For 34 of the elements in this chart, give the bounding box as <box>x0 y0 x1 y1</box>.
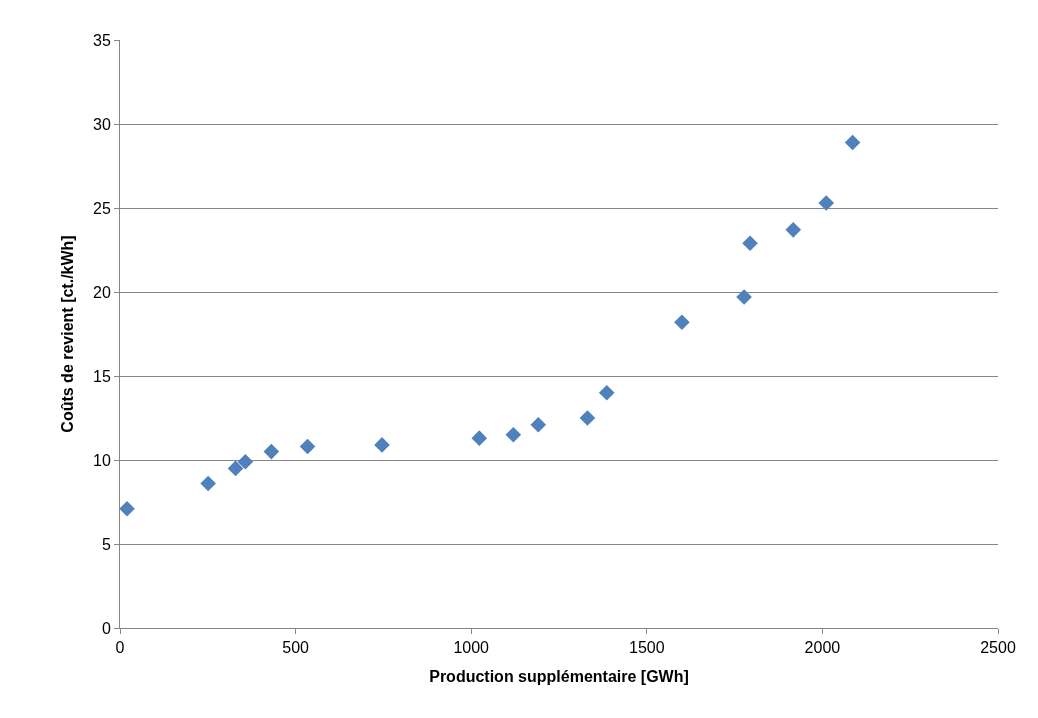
point <box>598 385 615 401</box>
x-axis-title: Production supplémentaire [GWh] <box>429 667 689 685</box>
point <box>742 235 758 252</box>
y-tick-label: 10 <box>93 451 111 469</box>
point <box>530 416 547 433</box>
point <box>505 427 522 443</box>
x-tick-label: 2000 <box>804 639 841 657</box>
point <box>818 195 835 211</box>
point <box>227 460 244 477</box>
y-tick-label: 20 <box>93 283 111 301</box>
y-tick-label: 30 <box>93 115 111 133</box>
point <box>471 430 488 446</box>
point <box>200 475 216 492</box>
point <box>374 437 390 453</box>
y-tick-label: 25 <box>93 199 111 217</box>
x-tick-label: 0 <box>115 639 125 657</box>
point <box>120 500 135 517</box>
point <box>844 134 861 151</box>
y-tick-label: 5 <box>101 535 111 553</box>
x-tick-label: 1000 <box>453 639 490 657</box>
y-axis-title: Coûts de revient [ct./kWh] <box>58 235 76 433</box>
x-tick-label: 2500 <box>980 639 1016 657</box>
point <box>579 410 596 426</box>
y-tick-label: 0 <box>101 619 111 637</box>
point <box>736 289 752 305</box>
x-tick-label: 1500 <box>629 639 665 657</box>
y-tick-label: 15 <box>93 367 111 385</box>
y-tick-label: 35 <box>93 31 111 49</box>
point <box>785 222 802 238</box>
point <box>263 443 280 460</box>
x-tick-label: 500 <box>282 639 310 657</box>
point <box>237 453 254 470</box>
point <box>674 314 690 331</box>
point <box>299 438 316 455</box>
